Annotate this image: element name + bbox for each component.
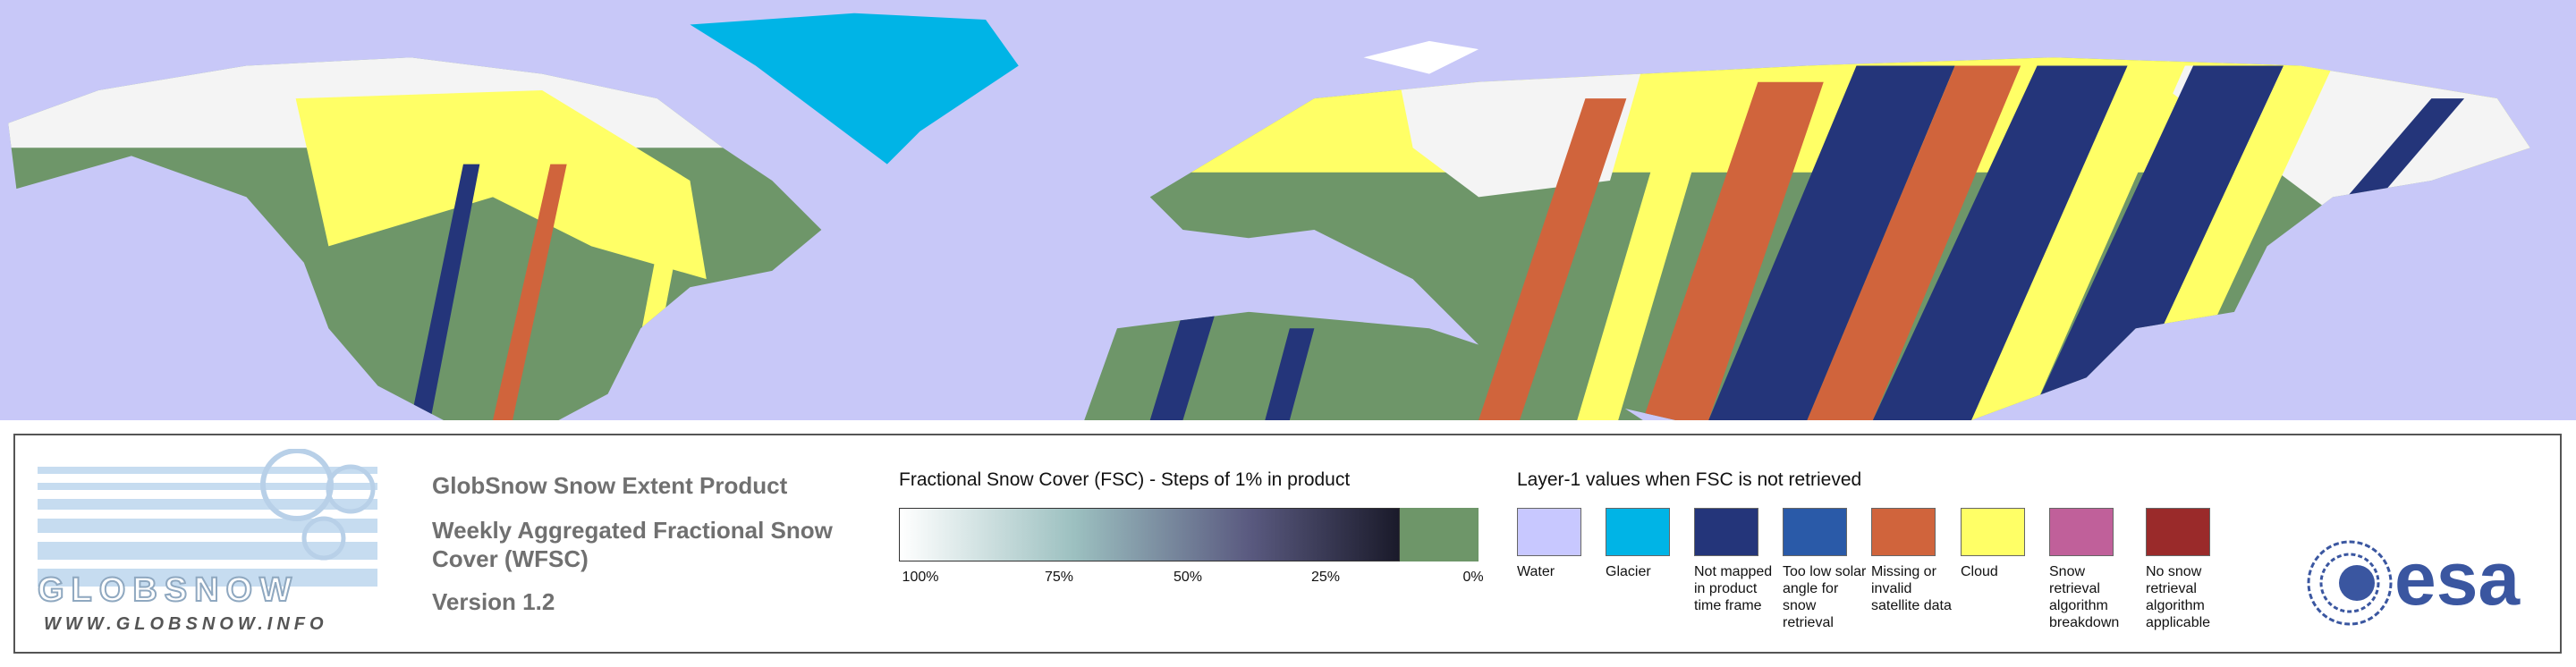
legend-label: Missing or invalid satellite data (1871, 564, 1952, 613)
logo-name: GLOBSNOW (37, 570, 299, 610)
fsc-tick-label: 75% (1044, 570, 1074, 585)
fsc-zero-swatch (1400, 508, 1479, 561)
fsc-tick-label: 100% (902, 570, 939, 585)
legend-label: Cloud (1961, 564, 1998, 579)
globsnow-logo-graphic (38, 449, 377, 587)
product-subtitle: Weekly Aggregated Fractional Snow Cover … (432, 517, 833, 572)
esa-logo: esa (2394, 536, 2521, 621)
fsc-gradient (899, 508, 1400, 561)
legend-swatch (2049, 508, 2114, 556)
legend-swatch (1517, 508, 1581, 556)
layer1-title: Layer-1 values when FSC is not retrieved (1517, 469, 1862, 490)
legend-swatch (1961, 508, 2025, 556)
logo-url: WWW.GLOBSNOW.INFO (44, 614, 328, 634)
legend-swatch (2146, 508, 2210, 556)
legend-label: Not mapped in product time frame (1694, 564, 1773, 613)
legend-label: Snow retrieval algorithm breakdown (2049, 564, 2120, 630)
product-version: Version 1.2 (432, 588, 555, 615)
legend-swatch (1694, 508, 1758, 556)
fsc-tick-label: 0% (1462, 570, 1484, 585)
snow-map (0, 0, 2576, 420)
legend-label: Glacier (1606, 564, 1651, 579)
legend-swatch (1871, 508, 1936, 556)
legend-panel: GLOBSNOW WWW.GLOBSNOW.INFO GlobSnow Snow… (13, 434, 2562, 654)
legend-label: Too low solar angle for snow retrieval (1783, 564, 1867, 630)
product-title: GlobSnow Snow Extent Product (432, 472, 788, 499)
fsc-title: Fractional Snow Cover (FSC) - Steps of 1… (899, 469, 1351, 490)
legend-label: Water (1517, 564, 1555, 579)
legend-swatch (1783, 508, 1847, 556)
fsc-tick-label: 25% (1310, 570, 1341, 585)
legend-label: No snow retrieval algorithm applicable (2146, 564, 2211, 630)
legend-swatch (1606, 508, 1670, 556)
fsc-tick-label: 50% (1173, 570, 1203, 585)
esa-logo-mark (2307, 540, 2393, 626)
